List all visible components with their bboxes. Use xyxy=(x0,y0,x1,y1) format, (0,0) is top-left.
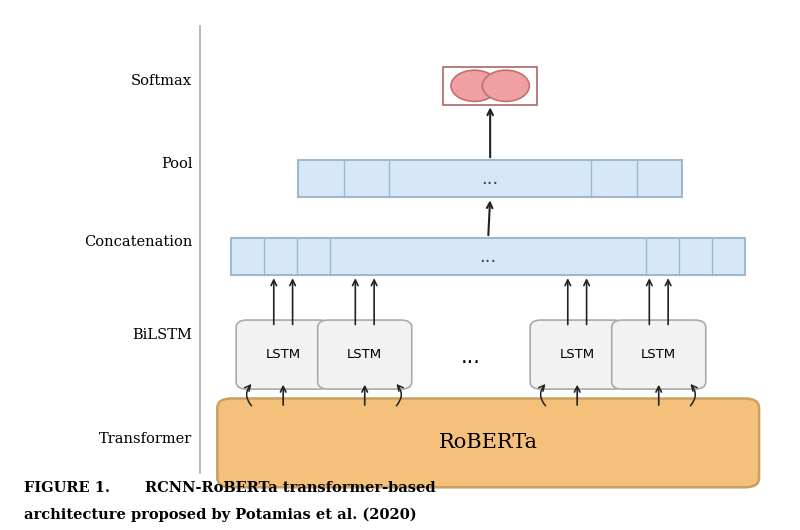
Text: BiLSTM: BiLSTM xyxy=(132,328,192,342)
Circle shape xyxy=(482,70,530,101)
Text: Pool: Pool xyxy=(161,157,192,171)
Text: architecture proposed by Potamias et al. (2020): architecture proposed by Potamias et al.… xyxy=(24,508,416,523)
Text: ...: ... xyxy=(482,170,498,188)
FancyBboxPatch shape xyxy=(612,320,706,389)
Text: Concatenation: Concatenation xyxy=(84,235,192,249)
Text: FIGURE 1.: FIGURE 1. xyxy=(24,481,110,494)
Text: LSTM: LSTM xyxy=(347,348,382,361)
FancyBboxPatch shape xyxy=(530,320,624,389)
Text: RCNN-RoBERTa transformer-based: RCNN-RoBERTa transformer-based xyxy=(146,481,436,494)
Text: LSTM: LSTM xyxy=(641,348,676,361)
Circle shape xyxy=(451,70,498,101)
FancyBboxPatch shape xyxy=(236,320,330,389)
Text: RoBERTa: RoBERTa xyxy=(438,434,538,453)
FancyBboxPatch shape xyxy=(231,238,745,276)
Text: ...: ... xyxy=(479,248,497,266)
Text: LSTM: LSTM xyxy=(560,348,594,361)
FancyBboxPatch shape xyxy=(298,160,682,198)
Text: Softmax: Softmax xyxy=(131,74,192,87)
FancyBboxPatch shape xyxy=(318,320,412,389)
Text: LSTM: LSTM xyxy=(266,348,301,361)
FancyBboxPatch shape xyxy=(218,399,759,487)
Text: ...: ... xyxy=(461,347,481,367)
Text: Transformer: Transformer xyxy=(99,432,192,446)
